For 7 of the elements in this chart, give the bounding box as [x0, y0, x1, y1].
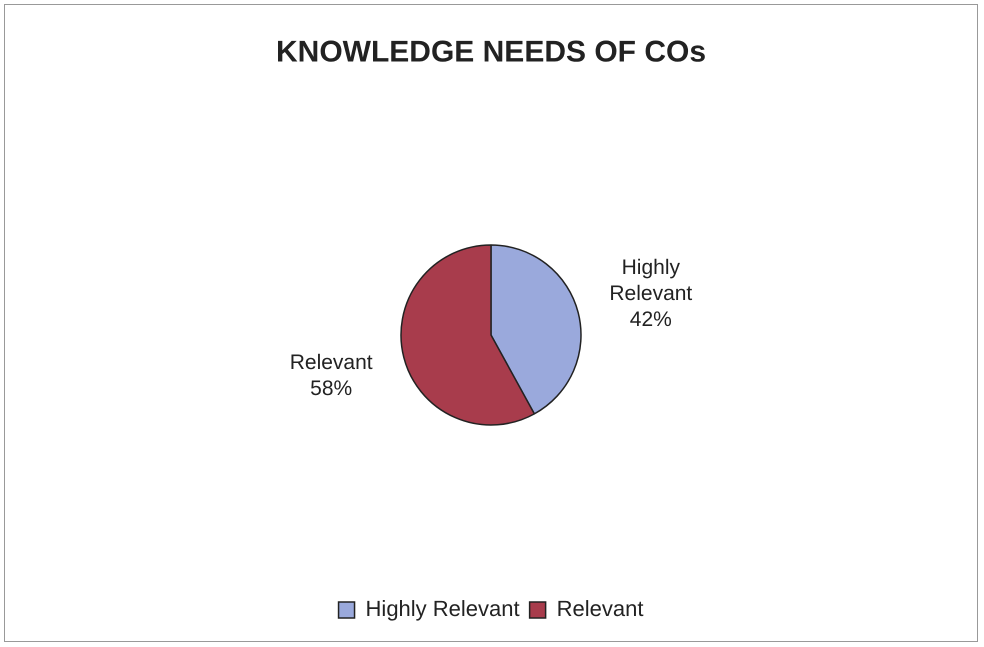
- data-label: 58%: [310, 376, 352, 400]
- legend-label: Relevant: [556, 596, 644, 622]
- legend-label: Highly Relevant: [366, 596, 520, 622]
- data-label: 42%: [630, 308, 672, 331]
- slice-label: Highly Relevant: [609, 256, 692, 305]
- chart-title: KNOWLEDGE NEEDS OF COs: [276, 35, 706, 68]
- slice-label: Relevant: [290, 350, 373, 374]
